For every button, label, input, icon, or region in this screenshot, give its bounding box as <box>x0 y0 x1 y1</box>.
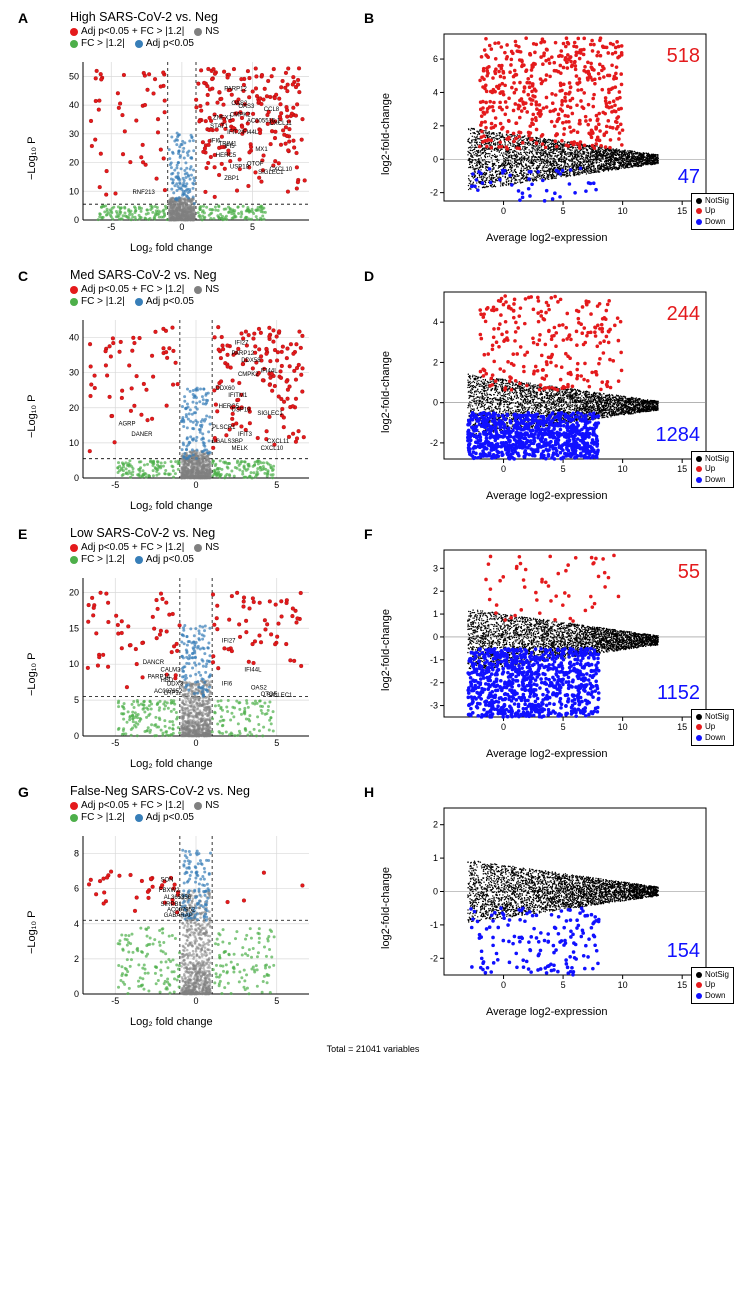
ma-legend-H: NotSig Up Down <box>691 967 734 1004</box>
svg-text:4: 4 <box>433 87 438 97</box>
svg-text:MX1: MX1 <box>255 147 268 153</box>
svg-text:CXCL11: CXCL11 <box>269 121 292 127</box>
svg-text:CCL8: CCL8 <box>264 107 280 113</box>
title-C: Med SARS-CoV-2 vs. Neg <box>70 268 219 284</box>
title-A: High SARS-CoV-2 vs. Neg <box>70 10 219 26</box>
panel-label-F: F <box>364 526 373 542</box>
svg-text:-2: -2 <box>430 188 438 198</box>
svg-text:HERC5: HERC5 <box>216 153 237 159</box>
panel-E: E Low SARS-CoV-2 vs. Neg Adj p<0.05 + FC… <box>10 526 350 776</box>
volcano-plot-A: -50501020304050PARP12OAS2OAS3CCL8ZNFX1CM… <box>55 58 315 238</box>
title-block-C: Med SARS-CoV-2 vs. Neg Adj p<0.05 + FC >… <box>70 268 219 309</box>
svg-text:40: 40 <box>69 100 79 110</box>
title-block-G: False-Neg SARS-CoV-2 vs. Neg Adj p<0.05 … <box>70 784 250 825</box>
dot-green-icon <box>70 40 78 48</box>
ylabel-A: −Log₁₀ P <box>26 137 38 180</box>
svg-text:IFI44L: IFI44L <box>241 130 259 136</box>
svg-text:0: 0 <box>74 215 79 225</box>
panel-C: C Med SARS-CoV-2 vs. Neg Adj p<0.05 + FC… <box>10 268 350 518</box>
panel-label-H: H <box>364 784 374 800</box>
svg-text:5: 5 <box>250 222 255 232</box>
xlabel-A: Log₂ fold change <box>130 242 213 254</box>
panel-label-D: D <box>364 268 374 284</box>
xlabel-B: Average log2-expression <box>486 232 607 244</box>
svg-text:20: 20 <box>69 158 79 168</box>
svg-text:6: 6 <box>433 54 438 64</box>
svg-text:0: 0 <box>179 222 184 232</box>
svg-text:PARP12: PARP12 <box>224 87 247 93</box>
dot-blue-icon <box>135 40 143 48</box>
ylabel-B: log2-fold-change <box>380 93 392 175</box>
svg-text:ZBP1: ZBP1 <box>224 176 240 182</box>
volcano-plot-G: -50502468SONFBXW2AL365356SIRPB1AC007952G… <box>55 832 315 1012</box>
svg-text:OAS3: OAS3 <box>238 104 255 110</box>
panel-label-A: A <box>18 10 28 26</box>
figure-grid: A High SARS-CoV-2 vs. Neg Adj p<0.05 + F… <box>10 10 736 1292</box>
ma-plot-D: 051015-20242441284 <box>414 286 714 481</box>
svg-text:RNF213: RNF213 <box>132 190 155 196</box>
panel-D: D 051015-20242441284 log2-fold-change Av… <box>356 268 736 518</box>
panel-B: B 051015-2024651847 log2-fold-change Ave… <box>356 10 736 260</box>
panel-label-E: E <box>18 526 27 542</box>
ma-legend-B: NotSig Up Down <box>691 193 734 230</box>
title-block-E: Low SARS-CoV-2 vs. Neg Adj p<0.05 + FC >… <box>70 526 219 567</box>
svg-text:-5: -5 <box>107 222 115 232</box>
title-G: False-Neg SARS-CoV-2 vs. Neg <box>70 784 250 800</box>
panel-label-B: B <box>364 10 374 26</box>
svg-text:2: 2 <box>433 121 438 131</box>
svg-text:30: 30 <box>69 129 79 139</box>
panel-G: G False-Neg SARS-CoV-2 vs. Neg Adj p<0.0… <box>10 784 350 1034</box>
svg-text:OTOF: OTOF <box>247 161 264 167</box>
svg-text:IFIT2: IFIT2 <box>227 130 242 136</box>
svg-text:SIGLEC1: SIGLEC1 <box>258 170 284 176</box>
ma-plot-F: 051015-3-2-10123551152 <box>414 544 714 739</box>
ma-plot-H: 051015-2-1012154 <box>414 802 714 997</box>
dot-red-icon <box>70 28 78 36</box>
panel-H: H 051015-2-1012154 log2-fold-change Aver… <box>356 784 736 1034</box>
title-E: Low SARS-CoV-2 vs. Neg <box>70 526 219 542</box>
panel-A: A High SARS-CoV-2 vs. Neg Adj p<0.05 + F… <box>10 10 350 260</box>
dot-grey-icon <box>194 28 202 36</box>
svg-text:10: 10 <box>69 186 79 196</box>
ma-legend-F: NotSig Up Down <box>691 709 734 746</box>
panel-label-G: G <box>18 784 29 800</box>
panel-label-C: C <box>18 268 28 284</box>
svg-text:0: 0 <box>433 154 438 164</box>
svg-text:5: 5 <box>561 206 566 216</box>
svg-text:15: 15 <box>677 206 687 216</box>
volcano-plot-E: -50505101520IFI27DANCRCALM2IFI44LPARP14H… <box>55 574 315 754</box>
ma-legend-D: NotSig Up Down <box>691 451 734 488</box>
svg-text:0: 0 <box>501 206 506 216</box>
volcano-plot-C: -505010203040IFI27PARP12DDX58IFI44LCMPK2… <box>55 316 315 496</box>
svg-text:10: 10 <box>618 206 628 216</box>
svg-text:50: 50 <box>69 71 79 81</box>
title-block-A: High SARS-CoV-2 vs. Neg Adj p<0.05 + FC … <box>70 10 219 51</box>
svg-text:USP18: USP18 <box>230 164 250 170</box>
svg-text:IFI5: IFI5 <box>224 144 235 150</box>
ma-plot-B: 051015-2024651847 <box>414 28 714 223</box>
svg-text:STAT1: STAT1 <box>210 124 228 130</box>
footer-note: Total = 21041 variables <box>10 1044 736 1292</box>
panel-F: F 051015-3-2-10123551152 log2-fold-chang… <box>356 526 736 776</box>
